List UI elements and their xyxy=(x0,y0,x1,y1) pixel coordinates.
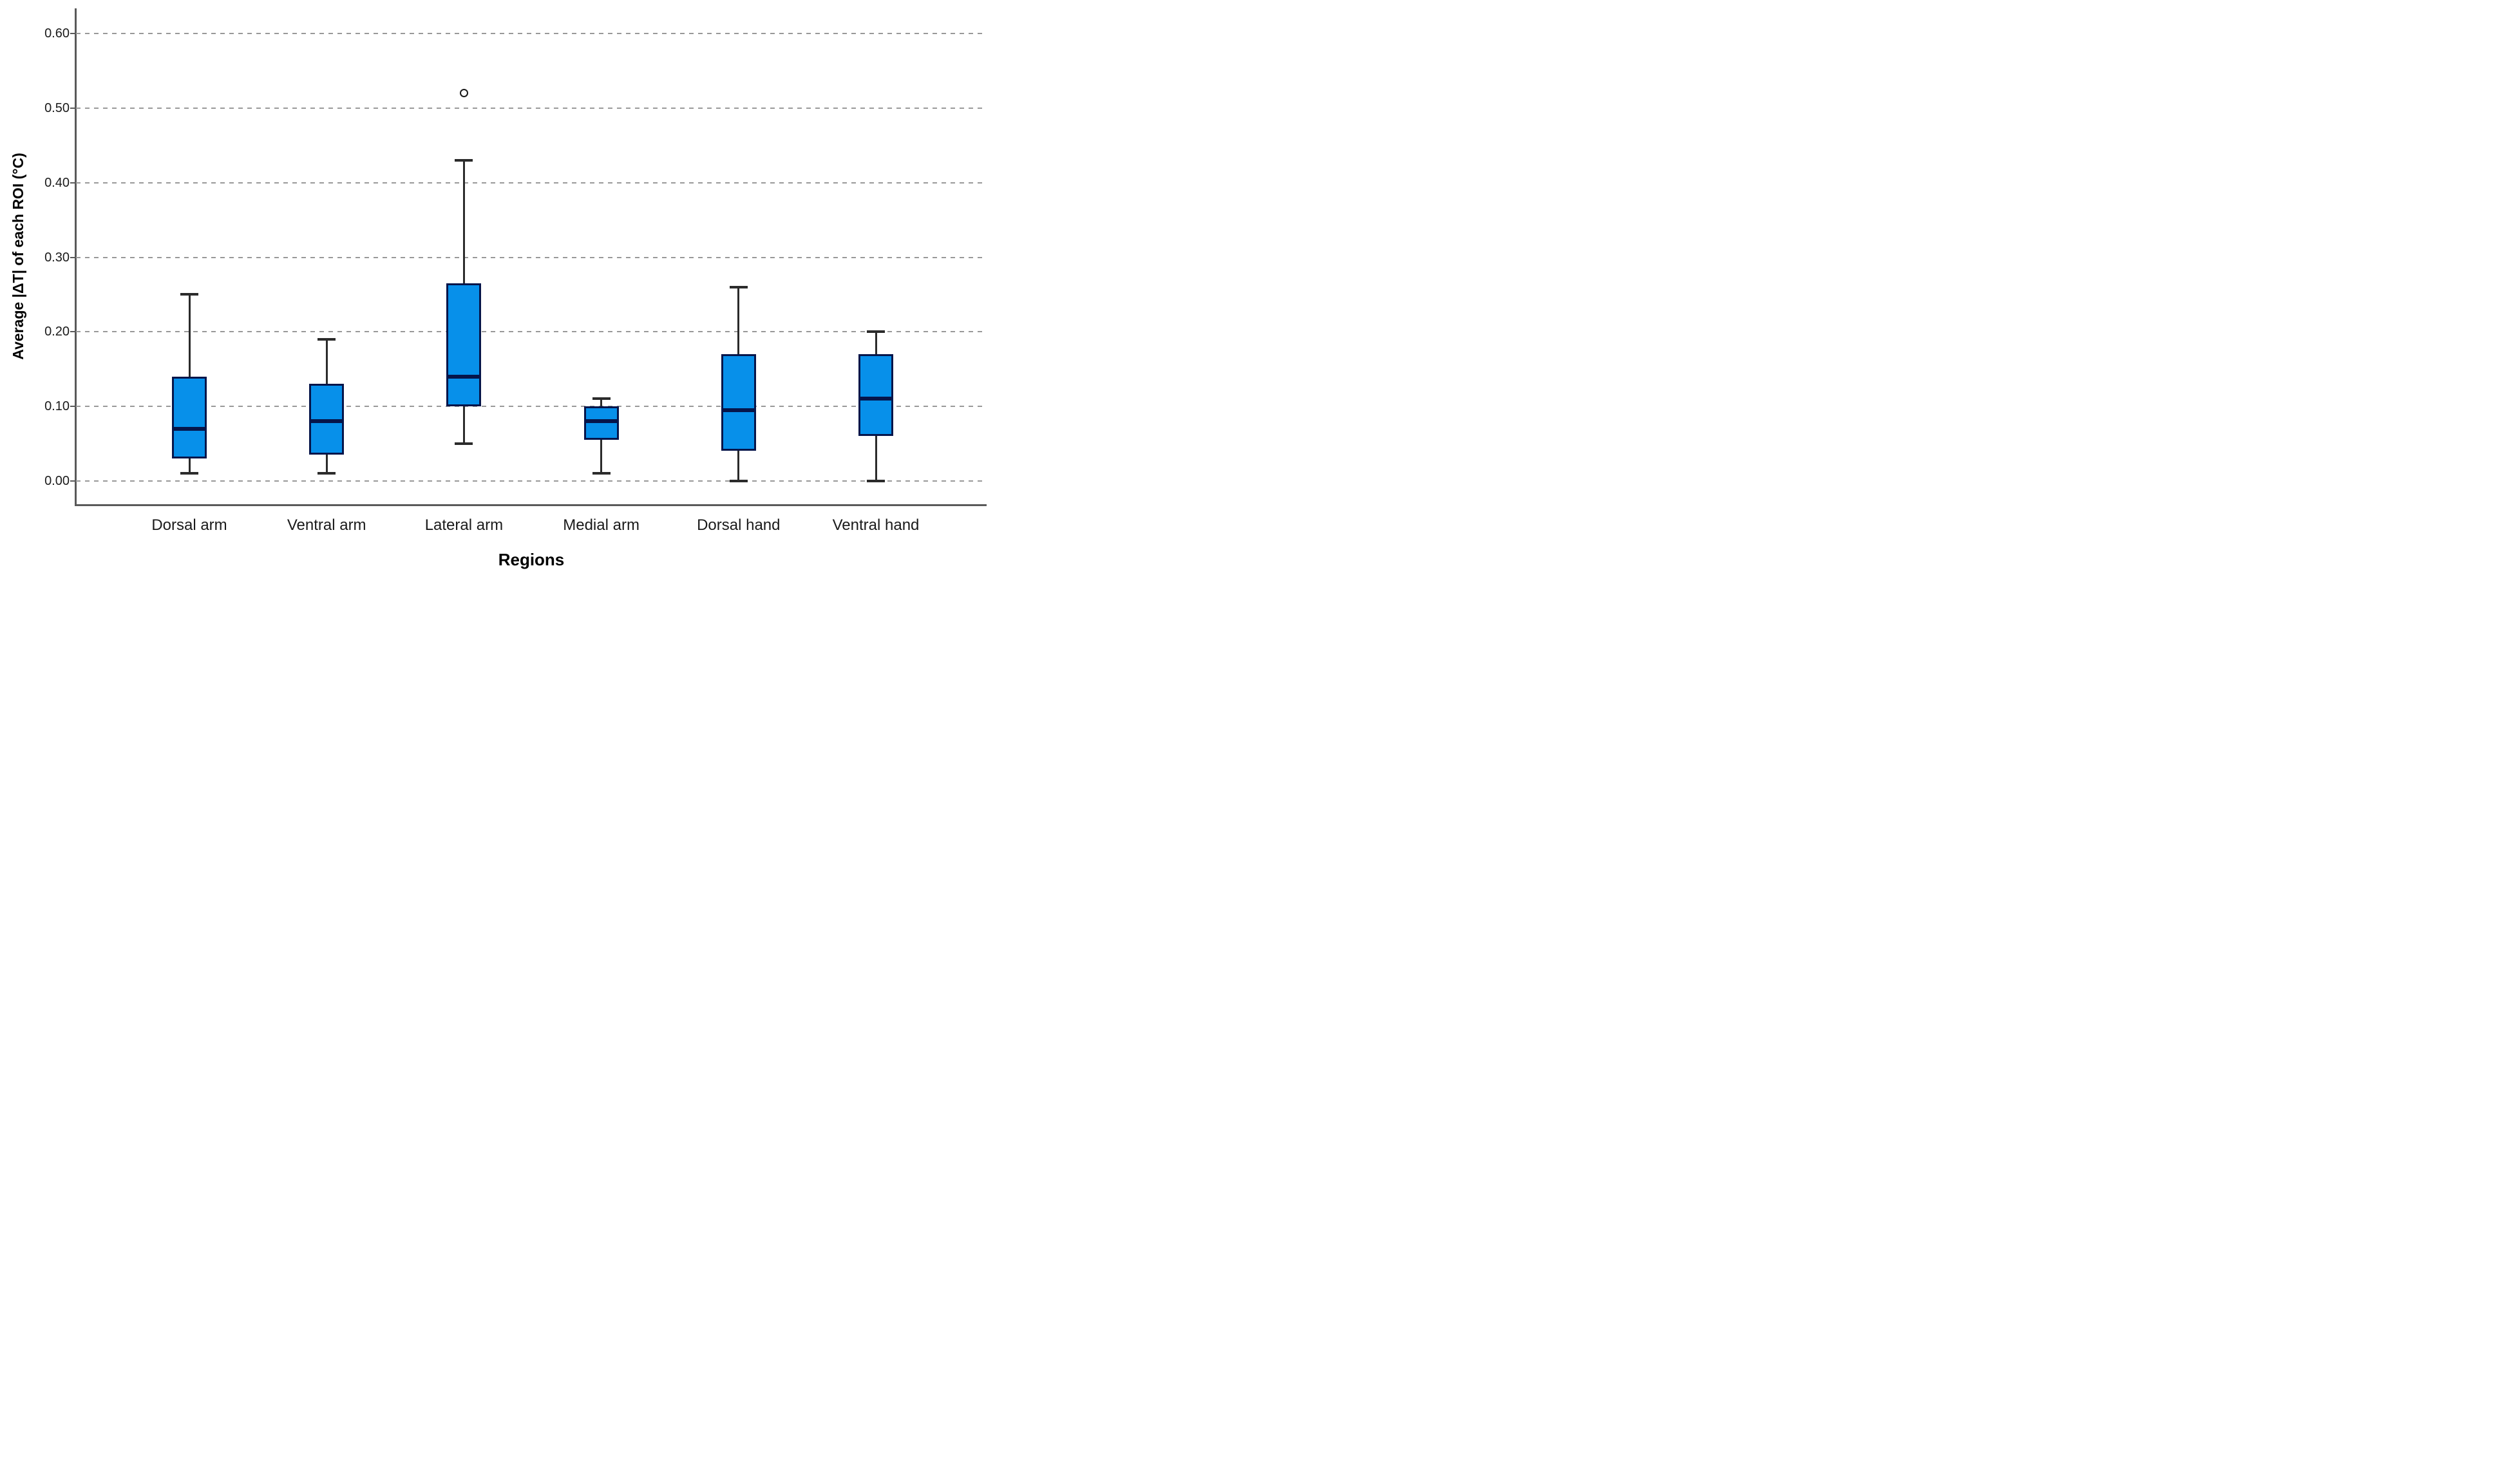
whisker-lower-cap xyxy=(317,472,336,475)
x-tick-label: Medial arm xyxy=(563,516,639,534)
whisker-upper-cap xyxy=(455,159,473,162)
boxplot-figure: 0.00 0.10 0.20 0.30 0.40 0.50 0.60 Dorsal arm Ve… xyxy=(0,0,992,580)
box-rect xyxy=(446,283,482,406)
y-tick-mark xyxy=(70,405,76,407)
whisker-lower-line xyxy=(325,455,328,474)
gridline xyxy=(76,182,986,184)
y-tick-label: 0.60 xyxy=(44,26,70,41)
whisker-lower-cap xyxy=(729,479,748,482)
y-tick-mark xyxy=(70,256,76,258)
gridline xyxy=(76,405,986,407)
y-tick-label: 0.50 xyxy=(44,101,70,116)
x-tick-label: Ventral arm xyxy=(287,516,366,534)
x-tick-label: Dorsal hand xyxy=(697,516,781,534)
median-line xyxy=(172,426,207,431)
whisker-lower-cap xyxy=(592,472,611,475)
y-tick-label: 0.30 xyxy=(44,250,70,265)
y-tick-mark xyxy=(70,480,76,482)
median-line xyxy=(721,408,756,412)
y-tick-mark xyxy=(70,331,76,333)
outlier-point xyxy=(459,89,468,98)
gridline xyxy=(76,256,986,258)
whisker-lower-cap xyxy=(455,442,473,445)
whisker-upper-line xyxy=(188,294,191,377)
whisker-upper-cap xyxy=(180,293,198,296)
whisker-upper-line xyxy=(737,287,740,354)
whisker-lower-line xyxy=(462,406,465,444)
median-line xyxy=(858,397,893,401)
y-tick-label: 0.20 xyxy=(44,325,70,339)
y-tick-label: 0.40 xyxy=(44,175,70,190)
whisker-upper-cap xyxy=(592,397,611,401)
x-axis-title: Regions xyxy=(498,550,565,569)
median-line xyxy=(446,374,482,379)
whisker-upper-line xyxy=(875,332,877,354)
box-rect xyxy=(721,354,756,451)
gridline xyxy=(76,33,986,35)
x-tick-label: Lateral arm xyxy=(424,516,504,534)
x-tick-label: Ventral hand xyxy=(832,516,920,534)
y-tick-label: 0.00 xyxy=(44,473,70,488)
y-tick-mark xyxy=(70,33,76,35)
whisker-upper-cap xyxy=(729,285,748,288)
median-line xyxy=(309,419,345,424)
whisker-upper-line xyxy=(462,160,465,283)
y-tick-mark xyxy=(70,182,76,184)
whisker-lower-line xyxy=(188,458,191,473)
whisker-lower-cap xyxy=(867,479,885,482)
box-rect xyxy=(172,376,207,458)
whisker-upper-line xyxy=(600,399,603,406)
gridline xyxy=(76,480,986,482)
y-tick-mark xyxy=(70,108,76,109)
y-axis-title: Average |ΔT| of each ROI (°C) xyxy=(10,153,26,360)
box-rect xyxy=(858,354,893,437)
whisker-lower-line xyxy=(600,439,603,474)
whisker-upper-cap xyxy=(317,337,336,341)
gridline xyxy=(76,108,986,109)
x-axis-line xyxy=(75,504,987,506)
whisker-lower-cap xyxy=(180,472,198,475)
plot-area: 0.00 0.10 0.20 0.30 0.40 0.50 0.60 Dorsal arm Ve… xyxy=(0,0,992,580)
whisker-lower-line xyxy=(737,451,740,481)
median-line xyxy=(583,419,619,424)
y-tick-label: 0.10 xyxy=(44,399,70,413)
whisker-upper-line xyxy=(325,339,328,384)
y-axis-line xyxy=(75,8,77,504)
whisker-upper-cap xyxy=(867,330,885,334)
gridline xyxy=(76,331,986,333)
whisker-lower-line xyxy=(875,436,877,481)
x-tick-label: Dorsal arm xyxy=(151,516,227,534)
